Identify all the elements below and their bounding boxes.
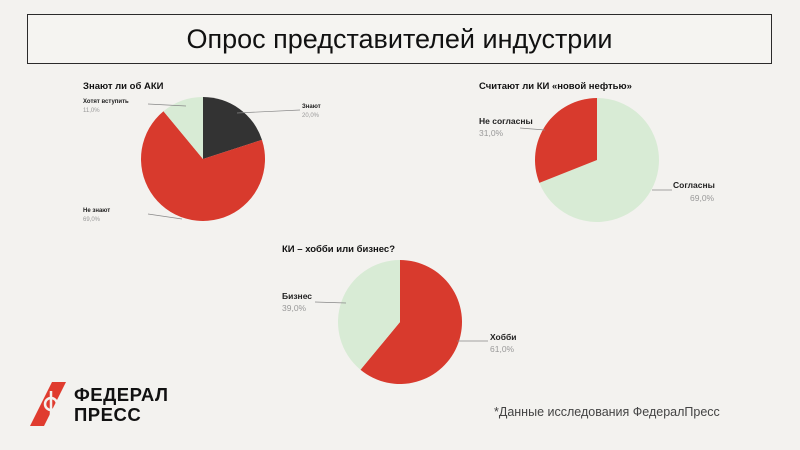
chart-1-value-1: 69,0% <box>83 217 101 223</box>
chart-2-value-1: 31,0% <box>479 128 504 138</box>
chart-2-label-0: Согласны <box>673 180 715 190</box>
chart-2-pie <box>534 97 659 222</box>
chart-3-slice-1 <box>338 260 400 370</box>
chart-1-slice-2 <box>163 97 203 159</box>
chart-2-label-1: Не согласны <box>479 116 533 126</box>
chart-1-title: Знают ли об АКИ <box>83 81 164 92</box>
chart-1-label-1: Не знают <box>83 208 110 214</box>
chart-3-slice-0 <box>360 260 463 384</box>
chart-2-value-0: 69,0% <box>690 193 715 203</box>
page-title: Опрос представителей индустрии <box>186 23 613 54</box>
chart-1-slice-1 <box>141 111 266 221</box>
federalpress-logo: ФЕДЕРАЛ ПРЕСС <box>30 382 170 428</box>
chart-2-title: Считают ли КИ «новой нефтью» <box>479 81 632 92</box>
chart-3-pie <box>338 260 463 384</box>
chart-1-leader-0 <box>236 109 301 114</box>
logo-line-2: ПРЕСС <box>74 404 142 425</box>
chart-3-value-1: 39,0% <box>282 303 307 313</box>
chart-3-value-0: 61,0% <box>490 344 515 354</box>
chart-1-value-0: 20,0% <box>302 113 320 119</box>
chart-1-pie <box>141 97 266 221</box>
chart-1-slice-0 <box>203 97 262 159</box>
chart-3-label-0: Хобби <box>490 332 516 342</box>
chart-2-slice-1 <box>534 97 597 183</box>
chart-3-label-1: Бизнес <box>282 291 312 301</box>
footnote: *Данные исследования ФедералПресс <box>494 405 720 419</box>
logo-text: ФЕДЕРАЛ ПРЕСС <box>74 385 168 425</box>
chart-1-label-2: Хотят вступить <box>83 99 129 105</box>
chart-1-leader-2 <box>147 103 187 107</box>
logo-mark-icon <box>30 382 66 426</box>
chart-1-value-2: 11,0% <box>83 108 100 114</box>
chart-1-label-0: Знают <box>302 104 321 110</box>
chart-3-leader-1 <box>314 301 347 304</box>
chart-2-slice-0 <box>539 98 659 222</box>
chart-1-leader-1 <box>147 213 183 220</box>
chart-2-leader-1 <box>519 127 546 131</box>
title-box: Опрос представителей индустрии <box>27 14 772 64</box>
chart-3-title: КИ – хобби или бизнес? <box>282 244 395 255</box>
logo-line-1: ФЕДЕРАЛ <box>74 384 169 405</box>
